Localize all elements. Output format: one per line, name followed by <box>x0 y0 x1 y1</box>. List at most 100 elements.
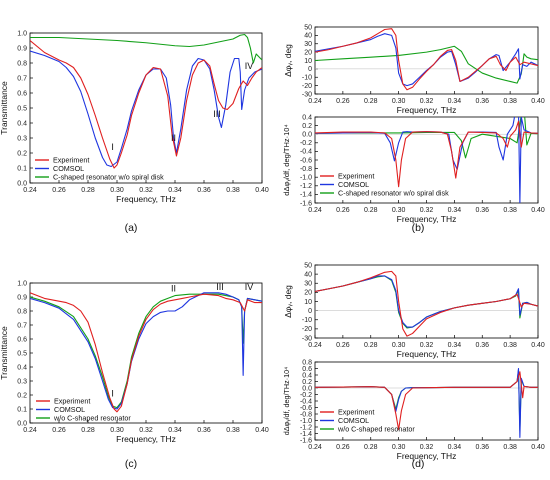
legend-entry: COMSOL <box>54 405 85 414</box>
x-tick-label: 0.32 <box>420 342 434 349</box>
y-tick-label: -20 <box>302 83 312 90</box>
x-tick-label: 0.30 <box>110 187 124 194</box>
y-tick-label: -0.2 <box>300 140 312 147</box>
resonance-label: I <box>111 142 114 152</box>
resonance-label: II <box>171 283 176 293</box>
x-tick-label: 0.28 <box>81 427 95 434</box>
plot-d-bottom: 0.24 0.26 0.28 0.30 0.32 0.34 0.36 0.38 0.40 -1.6… <box>282 359 545 461</box>
y-tick-label: 0 <box>308 66 312 73</box>
y-tick-label: -1.0 <box>300 418 312 425</box>
y-tick-label: -30 <box>302 335 312 342</box>
x-tick-label: 0.24 <box>308 342 322 349</box>
x-tick-label: 0.40 <box>255 187 269 194</box>
x-tick-label: 0.30 <box>392 444 406 451</box>
x-tick-label: 0.38 <box>503 98 517 105</box>
x-tick-label: 0.36 <box>197 427 211 434</box>
legend-entry: C-shaped resonator w/o spiral disk <box>338 189 449 198</box>
resonance-label: I <box>111 388 114 398</box>
y-tick-label: 0.2 <box>17 150 27 157</box>
x-tick-label: 0.26 <box>52 187 66 194</box>
series-line-w-o-c-shaped-resonator <box>30 293 262 409</box>
legend-entry: COMSOL <box>338 416 369 425</box>
y-tick-label: 0.0 <box>302 385 312 392</box>
y-tick-label: 0.8 <box>302 359 312 366</box>
resonance-label: IV <box>245 61 254 71</box>
y-tick-label: 1.0 <box>17 30 27 37</box>
y-tick-label: 0.7 <box>17 322 27 329</box>
x-axis-label: Frequency, THz <box>397 451 457 461</box>
y-axis-label: dΔφᵧ/df, deg/THz·10⁴ <box>282 124 291 195</box>
x-tick-label: 0.36 <box>197 187 211 194</box>
x-tick-label: 0.38 <box>226 427 240 434</box>
panel-label: (b) <box>412 222 425 234</box>
y-tick-label: -0.6 <box>300 405 312 412</box>
y-tick-label: 0.5 <box>17 105 27 112</box>
y-tick-label: 0.5 <box>17 350 27 357</box>
x-axis-label: Frequency, THz <box>397 349 457 359</box>
x-tick-label: 0.28 <box>364 342 378 349</box>
y-axis-label: Δφᵧ, deg <box>283 44 293 77</box>
x-tick-label: 0.24 <box>23 427 37 434</box>
x-axis-label: Frequency, THz <box>397 214 457 224</box>
plot-frame <box>314 264 539 339</box>
x-tick-label: 0.28 <box>364 444 378 451</box>
plot-c: 0.24 0.26 0.28 0.30 0.32 0.34 0.36 0.38 0.40 0.0 0… <box>0 280 269 444</box>
y-tick-label: -1.2 <box>300 183 312 190</box>
x-tick-label: 0.32 <box>420 98 434 105</box>
plot-d-top: 0.24 0.26 0.28 0.30 0.32 0.34 0.36 0.38 0.40 -30 -… <box>283 262 545 359</box>
series-line-experiment <box>315 371 538 431</box>
y-tick-label: 0.3 <box>17 378 27 385</box>
y-tick-label: 0.2 <box>302 123 312 130</box>
x-tick-label: 0.30 <box>392 98 406 105</box>
x-tick-label: 0.34 <box>448 444 462 451</box>
series-line-c-shaped-resonator-w-o-spiral-disk <box>30 33 262 64</box>
x-tick-label: 0.34 <box>168 427 182 434</box>
x-tick-label: 0.40 <box>255 427 269 434</box>
y-tick-label: 0.8 <box>17 60 27 67</box>
x-tick-label: 0.38 <box>503 444 517 451</box>
y-tick-label: -0.4 <box>300 398 312 405</box>
y-tick-label: -0.4 <box>300 149 312 156</box>
legend-entry: C-shaped resonator w/o spiral disk <box>53 173 164 182</box>
y-tick-label: -1.4 <box>300 192 312 199</box>
y-tick-label: -1.4 <box>300 431 312 438</box>
plot-b-top: 0.24 0.26 0.28 0.30 0.32 0.34 0.36 0.38 0.40-30-… <box>283 24 545 115</box>
x-axis-label: Frequency, THz <box>397 105 457 115</box>
y-tick-label: 10 <box>304 58 312 65</box>
x-tick-label: 0.32 <box>139 427 153 434</box>
x-tick-label: 0.24 <box>308 98 322 105</box>
x-tick-label: 0.32 <box>139 187 153 194</box>
y-axis-label: Transmittance <box>0 326 9 380</box>
y-tick-label: 40 <box>304 271 312 278</box>
y-tick-label: 0.9 <box>17 45 27 52</box>
series-line-experiment <box>30 40 262 169</box>
y-tick-label: 0 <box>308 308 312 315</box>
series-line-experiment <box>30 292 262 413</box>
y-tick-label: -1.2 <box>300 424 312 431</box>
y-tick-label: -1.0 <box>300 175 312 182</box>
legend-entry: w/o C-shaped resonator <box>337 425 415 434</box>
x-tick-label: 0.36 <box>475 207 489 214</box>
x-tick-label: 0.30 <box>392 207 406 214</box>
x-tick-label: 0.38 <box>226 187 240 194</box>
plot-frame <box>314 26 539 95</box>
legend-entry: Experiment <box>338 172 374 181</box>
x-tick-label: 0.34 <box>448 98 462 105</box>
x-tick-label: 0.40 <box>531 98 545 105</box>
y-tick-label: -30 <box>302 91 312 98</box>
x-tick-label: 0.32 <box>420 207 434 214</box>
x-axis-label: Frequency, THz <box>116 194 176 204</box>
y-tick-label: 30 <box>304 41 312 48</box>
y-tick-label: 0.2 <box>17 392 27 399</box>
legend-entry: Experiment <box>54 397 90 406</box>
legend-entry: COMSOL <box>53 164 84 173</box>
x-tick-label: 0.26 <box>336 444 350 451</box>
y-tick-label: -1.6 <box>300 200 312 207</box>
legend-entry: Experiment <box>338 408 374 417</box>
series-line-c-shaped-resonator-w-o-spiral-disk <box>315 45 538 84</box>
y-axis-label: dΔφᵧ/df, deg/THz·10⁴ <box>282 367 291 435</box>
y-tick-label: -0.2 <box>300 392 312 399</box>
x-tick-label: 0.28 <box>81 187 95 194</box>
panel-label: (d) <box>412 458 425 470</box>
y-tick-label: 0.1 <box>17 165 27 172</box>
